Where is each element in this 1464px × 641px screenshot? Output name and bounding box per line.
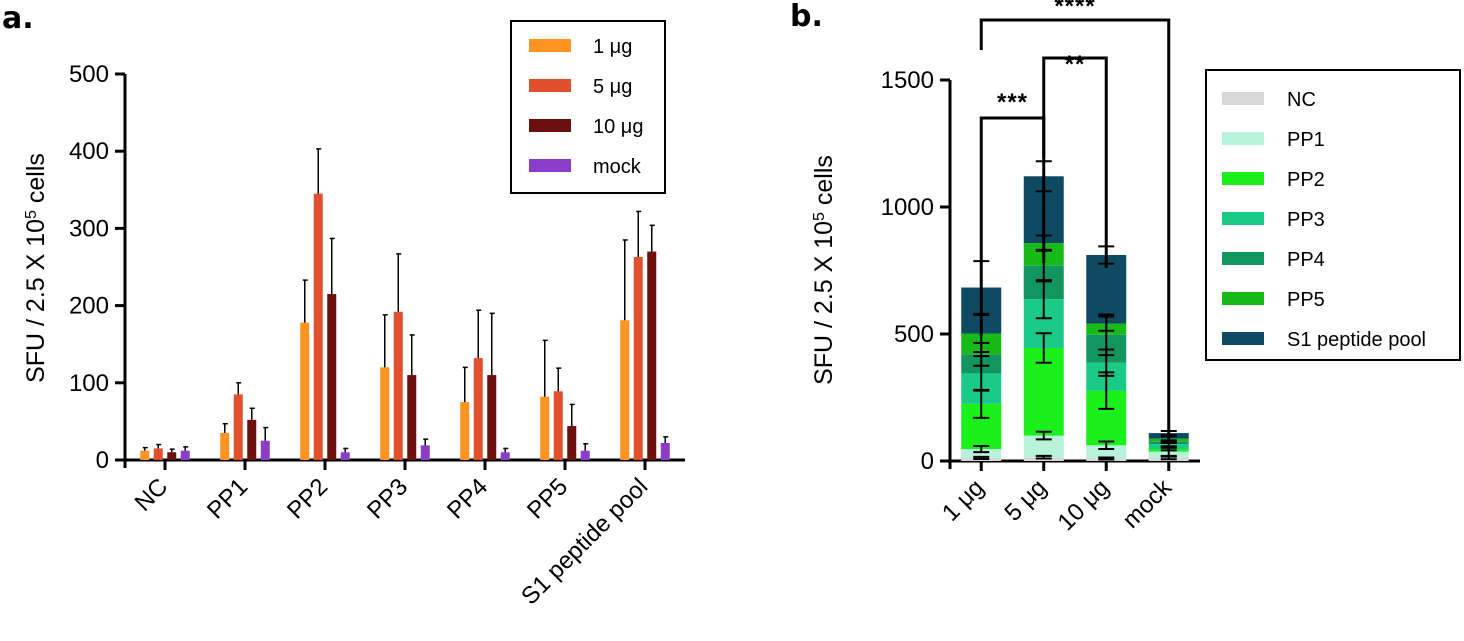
chart-b-ytick-label: 0 [921,448,934,475]
chart-b-xtick-label: 5 μg [1000,474,1052,526]
chart-a-bar-mock [420,445,430,460]
chart-a-bar-5-g [633,256,643,460]
chart-a-bar-1-g [220,432,230,460]
chart-a-legend-swatch [529,159,571,172]
chart-a-xtick-label: PP4 [442,473,493,524]
chart-a-ytick-label: 500 [69,61,109,88]
chart-a: SFU / 2.5 X 105 cells 0 100 200 300 400 500 N… [22,20,685,610]
chart-b-segment-pp1 [1086,445,1127,459]
significance-stars: ** [1065,51,1086,78]
chart-b-legend-swatch [1222,172,1264,185]
panel-b-label: b. [790,0,823,34]
chart-a-bar-1-g [300,322,310,460]
chart-b-xtick-label: 10 μg [1053,474,1115,536]
chart-a-bar-mock [660,443,670,460]
chart-b-legend-label: PP4 [1287,249,1325,271]
chart-b-legend-label: PP5 [1287,289,1325,311]
chart-b-legend: NC PP1 PP2 PP3 PP4 PP5 S1 peptide pool [1205,69,1461,361]
chart-a-ylabel: SFU / 2.5 X 105 cells [22,153,50,383]
chart-b-ytick-label: 1500 [881,67,934,94]
chart-a-bar-10-g [407,375,417,460]
chart-b-legend-swatch [1222,332,1264,345]
chart-a-xtick-label: PP3 [362,473,413,524]
chart-b-legend-swatch [1222,212,1264,225]
significance-stars: *** [997,89,1028,116]
chart-a-legend-swatch [529,119,571,132]
chart-a-ytick-label: 300 [69,215,109,242]
significance-stars: **** [1054,0,1095,20]
chart-a-bar-mock [580,450,590,460]
chart-b-legend-swatch [1222,92,1264,105]
chart-a-bar-5-g [553,391,563,460]
chart-a-bar-1-g [620,320,630,460]
chart-a-bar-5-g [313,193,323,460]
chart-a-bar-5-g [153,448,163,460]
chart-b-legend-label: S1 peptide pool [1287,329,1426,351]
chart-a-ytick-label: 200 [69,293,109,320]
chart-a-bar-1-g [540,396,550,460]
chart-a-ytick-label: 0 [96,447,109,474]
significance-bracket [979,18,1171,440]
chart-a-bar-1-g [140,450,150,460]
chart-a-legend: 1 μg 5 μg 10 μg mock [510,20,666,194]
chart-b-ytick-label: 1000 [881,194,934,221]
chart-a-ytick-label: 400 [69,138,109,165]
chart-a-legend-label: 5 μg [593,76,632,98]
chart-a-bar-mock [260,440,270,460]
chart-b-legend-label: PP2 [1287,169,1325,191]
chart-a-xtick-label: PP5 [522,473,573,524]
chart-b: SFU / 2.5 X 105 cells 0 500 1000 1500 1 μg 5… [810,0,1461,536]
chart-a-legend-swatch [529,79,571,92]
chart-b-ylabel: SFU / 2.5 X 105 cells [810,155,838,385]
chart-a-bar-5-g [473,358,483,460]
chart-b-legend-label: PP3 [1287,209,1325,231]
significance-bracket [1042,56,1108,268]
chart-a-legend-label: 1 μg [593,36,632,58]
chart-a-legend-swatch [529,39,571,52]
chart-b-segment-pp1 [961,449,1002,458]
chart-a-bar-10-g [167,452,177,460]
chart-b-xtick-label: mock [1117,473,1177,533]
chart-b-legend-label: PP1 [1287,129,1325,151]
significance-bracket [979,116,1046,336]
chart-a-bar-5-g [233,394,243,460]
chart-a-bar-10-g [327,294,337,460]
chart-a-bar-1-g [460,402,470,460]
chart-a-ytick-label: 100 [69,370,109,397]
panel-a-label: a. [2,1,34,36]
chart-b-segment-pp1 [1023,435,1064,458]
chart-a-legend-label: mock [593,156,642,178]
chart-a-bar-1-g [380,367,390,460]
chart-b-legend-label: NC [1287,89,1316,111]
chart-b-ytick-label: 500 [894,321,934,348]
chart-a-bar-5-g [393,311,403,460]
chart-a-legend-label: 10 μg [593,116,643,138]
chart-a-xtick-label: PP2 [282,473,333,524]
chart-a-xtick-label: PP1 [202,473,253,524]
chart-a-bar-mock [500,452,510,460]
chart-a-bar-mock [340,452,350,460]
chart-a-bar-10-g [247,419,257,460]
chart-b-legend-swatch [1222,292,1264,305]
chart-a-bar-mock [180,450,190,460]
chart-b-xtick-label: 1 μg [937,474,989,526]
chart-b-legend-swatch [1222,252,1264,265]
chart-b-legend-swatch [1222,132,1264,145]
chart-a-bar-10-g [487,375,497,460]
chart-a-bar-10-g [647,251,657,460]
chart-a-xtick-label: NC [130,473,174,517]
chart-a-bar-10-g [567,426,577,460]
